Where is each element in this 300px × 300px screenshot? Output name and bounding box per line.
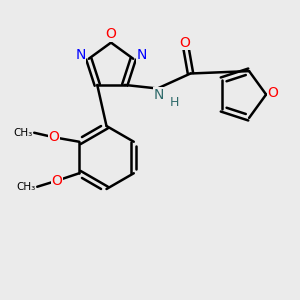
Text: CH₃: CH₃	[16, 182, 36, 192]
Text: O: O	[179, 36, 190, 50]
Text: N: N	[75, 48, 85, 62]
Text: H: H	[169, 95, 179, 109]
Text: O: O	[48, 130, 59, 144]
Text: N: N	[136, 48, 147, 62]
Text: O: O	[51, 174, 62, 188]
Text: O: O	[267, 86, 278, 100]
Text: O: O	[106, 27, 116, 41]
Text: CH₃: CH₃	[14, 128, 33, 138]
Text: O: O	[18, 126, 28, 139]
Text: O: O	[48, 130, 59, 144]
Text: N: N	[154, 88, 164, 102]
